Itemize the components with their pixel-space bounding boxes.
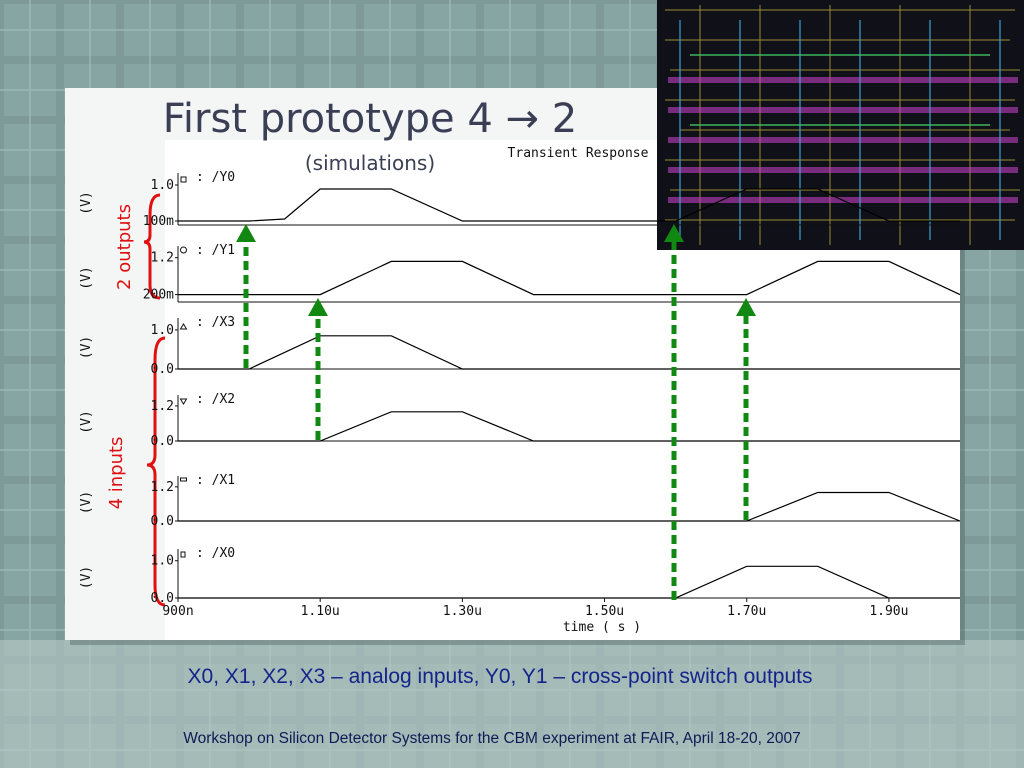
y-axis-label: (V) xyxy=(79,410,94,433)
y-tick-label: 0.0 xyxy=(151,514,174,529)
x-tick-label: 1.90u xyxy=(869,604,908,619)
y-tick-label: 0.0 xyxy=(151,362,174,377)
footer: Workshop on Silicon Detector Systems for… xyxy=(183,730,800,747)
arrow-heads xyxy=(236,224,756,316)
legend-symbol xyxy=(179,323,188,330)
series-line xyxy=(178,565,960,599)
legend-symbol xyxy=(180,551,186,558)
series-name: : /X1 xyxy=(196,473,235,488)
y-axis-label: (V) xyxy=(79,266,94,289)
legend-symbol xyxy=(180,477,187,482)
legend-symbol xyxy=(179,398,188,405)
series-line xyxy=(178,188,960,222)
arrows xyxy=(243,238,749,600)
series-name: : /X0 xyxy=(196,546,235,561)
x-tick-label: 1.10u xyxy=(301,604,340,619)
legend-symbol xyxy=(180,246,188,254)
brace xyxy=(143,193,161,300)
slide-title: First prototype 4 → 2 xyxy=(163,96,577,142)
y-tick-label: 100m xyxy=(143,214,174,229)
y-tick-label: 1.0 xyxy=(151,323,174,338)
y-tick-label: 1.2 xyxy=(151,480,174,495)
legend-symbol xyxy=(180,176,187,183)
y-tick-label: 1.2 xyxy=(151,399,174,414)
y-axis-label: (V) xyxy=(79,491,94,514)
y-tick-label: 1.0 xyxy=(151,554,174,569)
chart-title: Transient Response xyxy=(508,146,649,161)
series-name: : /X2 xyxy=(196,392,235,407)
series-name: : /Y0 xyxy=(196,170,235,185)
y-axis-label: (V) xyxy=(79,566,94,589)
series-name: : /X3 xyxy=(196,315,235,330)
series-line xyxy=(178,411,960,442)
x-tick-label: 1.70u xyxy=(727,604,766,619)
caption: X0, X1, X2, X3 – analog inputs, Y0, Y1 –… xyxy=(188,665,813,688)
slide-subtitle: (simulations) xyxy=(305,151,435,175)
y-tick-label: 1.2 xyxy=(151,251,174,266)
series-name: : /Y1 xyxy=(196,243,235,258)
series-line xyxy=(178,491,961,522)
layout-image xyxy=(657,0,1024,250)
background-band xyxy=(0,640,1024,768)
series-line xyxy=(178,335,960,370)
inputs-label: 4 inputs xyxy=(106,437,127,510)
x-tick-label: 900n xyxy=(162,604,193,619)
y-tick-label: 1.0 xyxy=(151,178,174,193)
y-tick-label: 200m xyxy=(143,288,174,303)
series-line xyxy=(178,260,961,296)
y-tick-label: 0.0 xyxy=(151,591,174,606)
x-tick-label: 1.50u xyxy=(585,604,624,619)
y-tick-label: 0.0 xyxy=(151,434,174,449)
x-axis-label: time ( s ) xyxy=(563,620,641,635)
brace xyxy=(146,336,166,607)
x-tick-label: 1.30u xyxy=(443,604,482,619)
y-axis-label: (V) xyxy=(79,191,94,214)
y-axis-label: (V) xyxy=(79,336,94,359)
plots: 100m 1.0 (V) Transient Response : /Y0 200m 1.2… xyxy=(79,146,961,635)
outputs-label: 2 outputs xyxy=(114,204,135,290)
